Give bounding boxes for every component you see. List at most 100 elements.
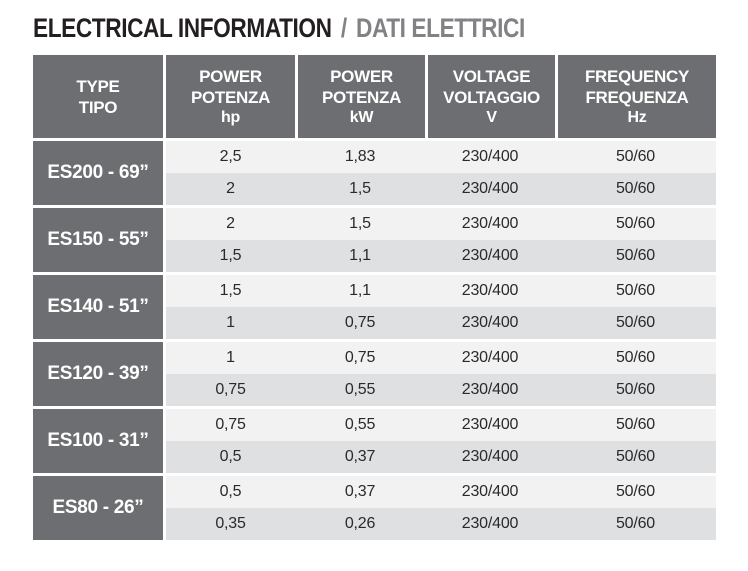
table-cell: 2 xyxy=(226,215,235,232)
table-cell: 50/60 xyxy=(615,381,656,398)
table-row: 0,75 0,55 230/400 50/60 xyxy=(166,374,716,406)
group-rows: 2 1,5 230/400 50/60 1,5 1,1 230/400 50/6… xyxy=(166,208,716,272)
group-rows: 0,5 0,37 230/400 50/60 0,35 0,26 230/400… xyxy=(166,476,716,540)
header-line-en: TYPE xyxy=(76,76,120,96)
table-cell: 230/400 xyxy=(461,180,519,197)
table-cell: 50/60 xyxy=(615,247,656,264)
header-unit: Hz xyxy=(627,108,647,126)
table-cell: 0,5 xyxy=(219,448,242,465)
type-cell: ES120 - 39” xyxy=(33,342,163,406)
table-cell: 230/400 xyxy=(461,515,519,532)
table-row: 1,5 1,1 230/400 50/60 xyxy=(166,275,716,307)
table-cell: 1,83 xyxy=(344,148,376,165)
header-unit: kW xyxy=(349,108,374,126)
table-cell: 230/400 xyxy=(461,349,519,366)
header-cell-type: TYPE TIPO xyxy=(33,55,163,138)
group-rows: 1,5 1,1 230/400 50/60 1 0,75 230/400 50/… xyxy=(166,275,716,339)
type-cell: ES150 - 55” xyxy=(33,208,163,272)
header-line-it: TIPO xyxy=(78,97,118,117)
table-row: 0,5 0,37 230/400 50/60 xyxy=(166,441,716,473)
table-cell: 0,55 xyxy=(344,381,376,398)
table-cell: 0,75 xyxy=(344,349,376,366)
table-row: 0,35 0,26 230/400 50/60 xyxy=(166,508,716,540)
table-cell: 230/400 xyxy=(461,483,519,500)
table-group-es150: ES150 - 55” 2 1,5 230/400 50/60 1,5 1,1 … xyxy=(33,208,716,272)
table-cell: 50/60 xyxy=(615,416,656,433)
header-line-en: POWER xyxy=(330,66,393,86)
electrical-info-table: TYPE TIPO POWER POTENZA hp POWER POTENZA… xyxy=(33,55,716,540)
table-row: 0,5 0,37 230/400 50/60 xyxy=(166,476,716,508)
table-row: 2,5 1,83 230/400 50/60 xyxy=(166,141,716,173)
table-row: 1,5 1,1 230/400 50/60 xyxy=(166,240,716,272)
table-cell: 50/60 xyxy=(615,215,656,232)
group-rows: 0,75 0,55 230/400 50/60 0,5 0,37 230/400… xyxy=(166,409,716,473)
table-cell: 50/60 xyxy=(615,148,656,165)
table-cell: 230/400 xyxy=(461,282,519,299)
table-cell: 50/60 xyxy=(615,349,656,366)
table-cell: 230/400 xyxy=(461,381,519,398)
table-cell: 0,35 xyxy=(215,515,246,532)
page-title: ELECTRICAL INFORMATION / DATI ELETTRICI xyxy=(33,13,525,44)
table-cell: 1 xyxy=(226,349,235,366)
table-cell: 50/60 xyxy=(615,515,656,532)
table-cell: 1,1 xyxy=(349,247,371,264)
table-cell: 50/60 xyxy=(615,180,656,197)
table-row: 2 1,5 230/400 50/60 xyxy=(166,173,716,205)
table-group-es120: ES120 - 39” 1 0,75 230/400 50/60 0,75 0,… xyxy=(33,342,716,406)
header-cell-frequency: FREQUENCY FREQUENZA Hz xyxy=(558,55,716,138)
table-cell: 1,5 xyxy=(349,180,371,197)
table-cell: 0,55 xyxy=(344,416,376,433)
table-cell: 230/400 xyxy=(461,148,519,165)
table-cell: 230/400 xyxy=(461,247,519,264)
header-line-it: POTENZA xyxy=(190,87,271,107)
type-cell: ES200 - 69” xyxy=(33,141,163,205)
title-english: ELECTRICAL INFORMATION xyxy=(33,13,332,43)
table-cell: 1,5 xyxy=(219,282,242,299)
table-cell: 50/60 xyxy=(615,314,656,331)
table-cell: 50/60 xyxy=(615,282,656,299)
table-cell: 0,75 xyxy=(215,416,246,433)
table-group-es140: ES140 - 51” 1,5 1,1 230/400 50/60 1 0,75… xyxy=(33,275,716,339)
header-cell-power-kw: POWER POTENZA kW xyxy=(298,55,425,138)
header-line-it: FREQUENZA xyxy=(585,87,689,107)
table-row: 1 0,75 230/400 50/60 xyxy=(166,307,716,339)
table-cell: 230/400 xyxy=(461,215,519,232)
table-cell: 1,5 xyxy=(349,215,371,232)
table-group-es80: ES80 - 26” 0,5 0,37 230/400 50/60 0,35 0… xyxy=(33,476,716,540)
table-row: 0,75 0,55 230/400 50/60 xyxy=(166,409,716,441)
header-unit: V xyxy=(486,108,497,126)
table-cell: 2,5 xyxy=(219,148,242,165)
table-group-es200: ES200 - 69” 2,5 1,83 230/400 50/60 2 1,5… xyxy=(33,141,716,205)
table-cell: 230/400 xyxy=(461,448,519,465)
table-cell: 1 xyxy=(226,314,235,331)
table-cell: 0,37 xyxy=(344,483,376,500)
table-cell: 1,1 xyxy=(349,282,371,299)
title-italian: DATI ELETTRICI xyxy=(356,13,525,43)
header-line-en: VOLTAGE xyxy=(452,66,531,86)
header-line-it: POTENZA xyxy=(321,87,402,107)
table-header-row: TYPE TIPO POWER POTENZA hp POWER POTENZA… xyxy=(33,55,716,138)
table-row: 2 1,5 230/400 50/60 xyxy=(166,208,716,240)
table-cell: 2 xyxy=(226,180,235,197)
header-line-it: VOLTAGGIO xyxy=(443,87,540,107)
table-cell: 0,37 xyxy=(344,448,376,465)
table-row: 1 0,75 230/400 50/60 xyxy=(166,342,716,374)
header-cell-power-hp: POWER POTENZA hp xyxy=(166,55,295,138)
table-cell: 50/60 xyxy=(615,483,656,500)
type-cell: ES80 - 26” xyxy=(33,476,163,540)
table-cell: 1,5 xyxy=(219,247,242,264)
table-cell: 0,75 xyxy=(215,381,246,398)
table-cell: 230/400 xyxy=(461,416,519,433)
title-separator: / xyxy=(340,13,347,43)
header-cell-voltage: VOLTAGE VOLTAGGIO V xyxy=(428,55,555,138)
table-group-es100: ES100 - 31” 0,75 0,55 230/400 50/60 0,5 … xyxy=(33,409,716,473)
header-line-en: POWER xyxy=(199,66,262,86)
table-cell: 0,75 xyxy=(344,314,376,331)
header-line-en: FREQUENCY xyxy=(584,66,690,86)
table-cell: 230/400 xyxy=(461,314,519,331)
type-cell: ES140 - 51” xyxy=(33,275,163,339)
table-cell: 50/60 xyxy=(615,448,656,465)
header-unit: hp xyxy=(221,108,240,126)
group-rows: 1 0,75 230/400 50/60 0,75 0,55 230/400 5… xyxy=(166,342,716,406)
